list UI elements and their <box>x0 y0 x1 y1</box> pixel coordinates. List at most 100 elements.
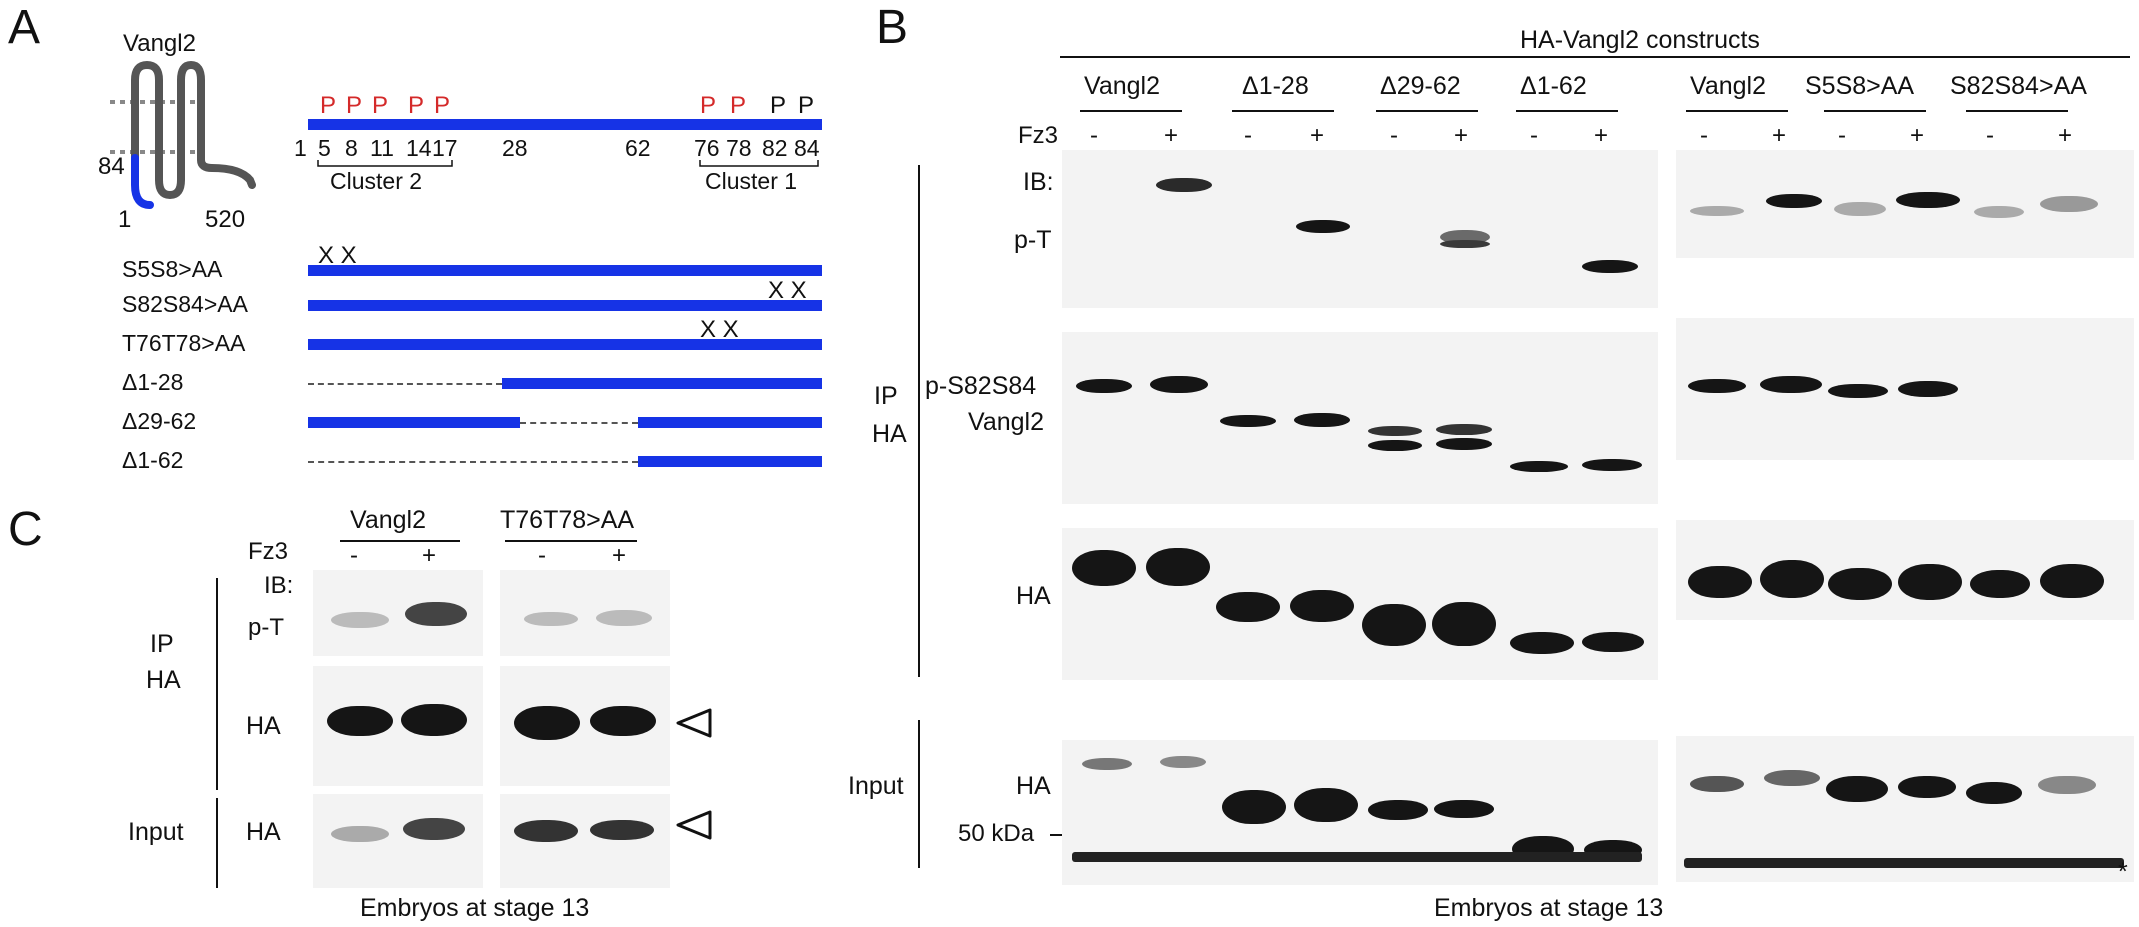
construct-label: Δ1-28 <box>1242 72 1309 100</box>
arrowhead-icon <box>676 708 712 738</box>
band <box>1510 632 1574 654</box>
topology-n-label: 84 <box>98 153 125 180</box>
minus-sign: - <box>1244 122 1252 149</box>
constructs-header: HA-Vangl2 constructs <box>1520 26 1760 54</box>
mutant-name: Δ29-62 <box>122 408 197 434</box>
band <box>1216 592 1280 622</box>
marker-tick <box>1050 834 1064 836</box>
band <box>1898 564 1962 600</box>
band <box>1970 570 2030 598</box>
band <box>1434 800 1494 818</box>
plus-sign: + <box>612 542 627 569</box>
pt-row-label: p-T <box>248 614 284 641</box>
fz3-label: Fz3 <box>248 538 289 565</box>
band <box>1082 758 1132 770</box>
pt-row-label: p-T <box>1014 226 1052 254</box>
mutant-bar <box>308 265 822 276</box>
minus-sign: - <box>1530 122 1538 149</box>
band <box>2038 776 2096 794</box>
ps-row-label-2: Vangl2 <box>968 408 1044 436</box>
band <box>1362 604 1426 646</box>
band <box>524 612 578 626</box>
band <box>1582 632 1644 652</box>
band <box>1368 440 1422 451</box>
band <box>331 612 389 628</box>
band <box>1296 220 1350 233</box>
blot-input-left <box>1062 740 1658 885</box>
construct-underline <box>1824 110 1926 112</box>
band <box>1582 459 1642 471</box>
construct-label: S82S84>AA <box>1950 72 2087 100</box>
construct-label: Vangl2 <box>350 506 426 534</box>
deleted-region <box>308 383 502 385</box>
position-number: 82 <box>762 135 788 161</box>
position-number: 78 <box>726 135 752 161</box>
site-mark: P <box>700 92 717 119</box>
construct-label: Δ29-62 <box>1380 72 1461 100</box>
ip-ha-label: HA <box>872 420 907 448</box>
panel-b-label: B <box>876 1 909 54</box>
band <box>1688 379 1746 393</box>
ib-label: IB: <box>264 572 294 599</box>
band <box>1368 426 1422 436</box>
site-mark: P <box>320 92 337 119</box>
minus-sign: - <box>1090 122 1098 149</box>
input-label: Input <box>128 818 184 846</box>
blot-ha-left <box>1062 528 1658 680</box>
blot-pt-left <box>1062 150 1658 308</box>
mutation-marks: X X <box>318 242 357 269</box>
band <box>1294 413 1350 427</box>
ib-label: IB: <box>1023 168 1054 196</box>
band <box>1688 566 1752 598</box>
cluster-2-label: Cluster 2 <box>330 168 423 194</box>
construct-underline <box>505 540 637 542</box>
ip-label: IP <box>874 382 898 410</box>
plus-sign: + <box>1310 122 1325 149</box>
ha-row-label: HA <box>246 712 281 740</box>
band <box>1436 424 1492 435</box>
band <box>1072 852 1642 862</box>
minus-sign: - <box>1838 122 1846 149</box>
band <box>1432 602 1496 646</box>
input-bracket <box>918 720 920 868</box>
band <box>590 820 654 840</box>
marker-label: 50 kDa <box>958 820 1035 847</box>
band <box>1294 788 1358 822</box>
mutant-bar <box>308 300 822 311</box>
band <box>1764 770 1820 786</box>
arrowhead-icon <box>676 810 712 840</box>
band <box>1690 206 1744 216</box>
blot-c-ha-mutant <box>500 666 670 786</box>
full-length-bar <box>308 119 822 130</box>
band <box>1440 240 1490 248</box>
band <box>596 610 652 626</box>
band <box>1156 178 1212 192</box>
band <box>1690 776 1744 792</box>
protein-name: Vangl2 <box>123 30 196 57</box>
ip-bracket <box>216 578 218 790</box>
position-number: 84 <box>794 135 820 161</box>
plus-sign: + <box>2058 122 2073 149</box>
band <box>1898 776 1956 798</box>
plus-sign: + <box>1772 122 1787 149</box>
construct-underline <box>340 540 460 542</box>
plus-sign: + <box>1164 122 1179 149</box>
mutant-name: S82S84>AA <box>122 291 248 317</box>
header-rule <box>1060 56 2130 58</box>
fz3-label: Fz3 <box>1018 122 1059 149</box>
construct-label: Vangl2 <box>1084 72 1160 100</box>
position-number: 5 <box>318 135 331 161</box>
construct-label: Vangl2 <box>1690 72 1766 100</box>
asterisk: * <box>2118 858 2128 886</box>
band <box>1072 550 1136 586</box>
construct-label: Δ1-62 <box>1520 72 1587 100</box>
blot-pt-right <box>1676 150 2134 258</box>
construct-underline <box>1966 110 2068 112</box>
band <box>590 706 656 736</box>
position-number: 17 <box>432 135 458 161</box>
ps-row-label-1: p-S82S84 <box>925 372 1037 400</box>
plus-sign: + <box>422 542 437 569</box>
construct-label: S5S8>AA <box>1805 72 1915 100</box>
panel-c-footer: Embryos at stage 13 <box>360 894 590 922</box>
position-number: 76 <box>694 135 720 161</box>
